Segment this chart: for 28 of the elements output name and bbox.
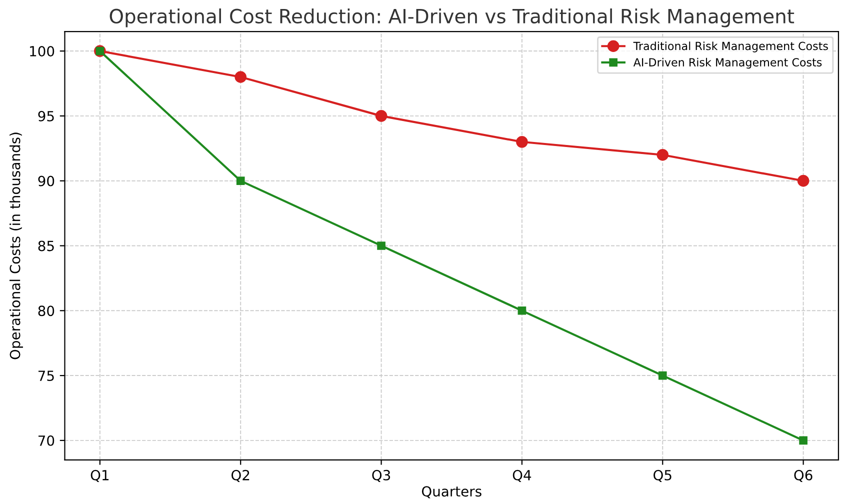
y-tick-label: 80 bbox=[38, 306, 54, 316]
legend-label: Traditional Risk Management Costs bbox=[633, 42, 828, 52]
point bbox=[236, 176, 245, 186]
point bbox=[656, 148, 669, 161]
y-tick-label: 70 bbox=[38, 435, 54, 446]
x-tick-label: Q6 bbox=[794, 470, 812, 482]
x-tick-label: Q5 bbox=[654, 470, 672, 482]
x-tick-label: Q2 bbox=[231, 470, 250, 482]
legend-label: AI-Driven Risk Management Costs bbox=[633, 58, 822, 69]
point bbox=[658, 371, 667, 380]
point bbox=[516, 136, 528, 148]
y-tick-label: 75 bbox=[38, 370, 54, 382]
y-tick-label: 100 bbox=[30, 46, 54, 57]
point bbox=[799, 436, 808, 445]
y-tick-label: 95 bbox=[38, 110, 54, 122]
point bbox=[797, 174, 810, 187]
point bbox=[377, 242, 386, 250]
point bbox=[518, 306, 526, 315]
y-tick-label: 85 bbox=[38, 240, 54, 252]
x-tick-label: Q3 bbox=[372, 470, 390, 482]
y-axis-title: Operational Costs (in thousands) bbox=[10, 132, 23, 360]
point bbox=[234, 71, 247, 83]
chart-title: Operational Cost Reduction: AI-Driven vs Traditional Risk Management bbox=[110, 8, 794, 28]
point bbox=[375, 110, 388, 122]
x-tick-label: Q4 bbox=[512, 470, 532, 482]
y-tick-label: 90 bbox=[38, 176, 54, 186]
x-axis-title: Quarters bbox=[422, 486, 482, 498]
x-tick-label: Q1 bbox=[90, 470, 109, 482]
